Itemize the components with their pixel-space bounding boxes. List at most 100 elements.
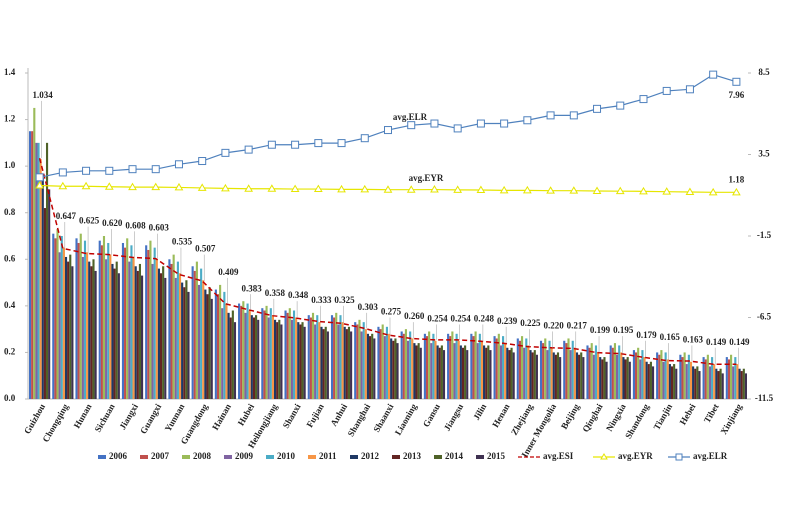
bar (383, 336, 386, 399)
bar (67, 261, 70, 399)
marker-square (732, 77, 741, 86)
bar (303, 326, 306, 399)
marker-triangle (267, 184, 277, 192)
bar (567, 338, 570, 399)
bar (58, 252, 61, 399)
bar (39, 159, 42, 399)
bar (639, 359, 642, 399)
bar (472, 336, 475, 399)
marker-square (105, 166, 114, 175)
bar (641, 350, 644, 399)
bar (673, 364, 676, 399)
bar (457, 340, 460, 399)
bar (658, 354, 661, 399)
legend-swatch (392, 455, 400, 459)
bar (151, 263, 154, 399)
bar (273, 319, 277, 399)
bar (601, 359, 604, 399)
marker-square (360, 134, 369, 143)
marker-square (523, 116, 532, 125)
marker-triangle (430, 185, 439, 193)
marker-square (82, 166, 91, 175)
bar (597, 352, 600, 399)
bar (111, 263, 114, 399)
bar (90, 266, 93, 399)
bar (231, 310, 234, 399)
marker-triangle (522, 185, 532, 194)
bar (645, 361, 648, 399)
bar (461, 347, 465, 399)
bar (88, 261, 91, 399)
bar (483, 345, 486, 399)
bar (438, 347, 441, 399)
marker-triangle (569, 186, 579, 194)
bar (250, 315, 253, 399)
bar (550, 347, 553, 399)
bar (742, 368, 745, 399)
bar (77, 242, 80, 399)
bar (406, 340, 410, 399)
bar (343, 326, 346, 399)
bar (174, 277, 177, 399)
bar (632, 350, 635, 399)
bar (527, 345, 530, 399)
bar (145, 245, 148, 399)
bar (738, 368, 741, 399)
bar (299, 324, 302, 399)
bar (432, 333, 435, 399)
marker-square (35, 173, 44, 182)
marker-triangle (151, 182, 161, 191)
bar (276, 322, 279, 399)
legend-label: 2009 (235, 451, 254, 461)
data-label: 0.409 (218, 267, 239, 277)
bar (107, 242, 110, 399)
bar (100, 245, 103, 399)
bar (238, 303, 241, 399)
bar (508, 350, 511, 399)
marker-triangle (174, 182, 184, 191)
bar (520, 336, 524, 399)
bar (592, 354, 595, 399)
bar (400, 331, 403, 399)
marker-square (569, 111, 578, 120)
marker-triangle (81, 181, 91, 190)
bar (200, 268, 203, 399)
bar (725, 357, 728, 399)
bar (464, 345, 467, 399)
bar (130, 245, 133, 399)
marker-triangle (104, 182, 114, 190)
bar (185, 280, 188, 399)
data-label: 0.195 (613, 325, 634, 335)
data-label: 0.165 (660, 332, 681, 342)
marker-square (384, 126, 392, 135)
bar (698, 371, 701, 399)
bar (449, 336, 452, 399)
data-label: 0.535 (172, 237, 193, 247)
legend-marker (600, 453, 608, 460)
bar (69, 254, 72, 399)
bar (634, 352, 638, 399)
y2-tick-label: -6.5 (757, 312, 772, 322)
legend-label: avg.EYR (618, 451, 653, 461)
bar (692, 366, 695, 399)
bar (35, 142, 38, 399)
bar (603, 357, 606, 399)
legend-label: avg.ESI (543, 451, 574, 461)
bar (233, 322, 237, 399)
bar (261, 308, 264, 399)
bar (320, 326, 323, 399)
data-label: 0.225 (520, 318, 541, 328)
marker-triangle (197, 183, 207, 191)
bar (263, 310, 266, 399)
bar (430, 343, 433, 399)
bar (453, 343, 456, 399)
bar (172, 254, 175, 399)
bar (594, 345, 598, 399)
bar (71, 266, 74, 399)
marker-square (221, 148, 230, 157)
bar (330, 315, 334, 399)
bar (202, 280, 205, 399)
bar (487, 345, 490, 399)
bar (94, 270, 97, 399)
bar (358, 319, 361, 399)
